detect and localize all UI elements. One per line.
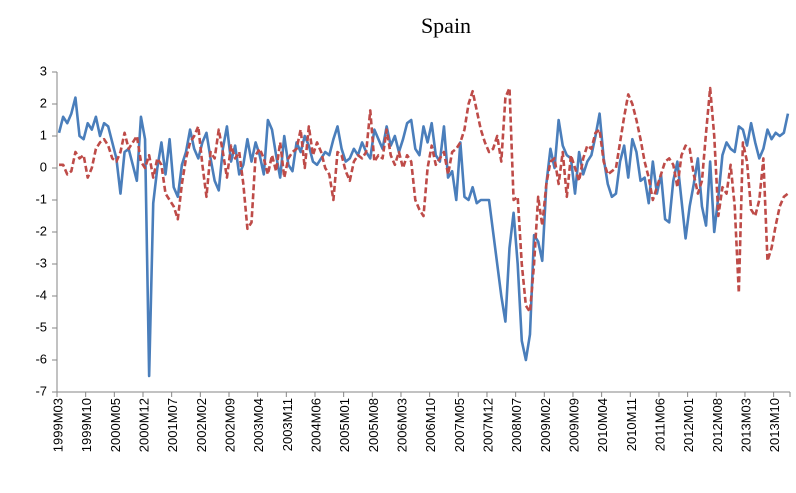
x-tick-label: 2012M08: [710, 398, 725, 452]
x-tick-label: 2010M04: [595, 398, 610, 452]
y-tick-label: 2: [40, 95, 47, 110]
x-tick-label: 2001M07: [165, 398, 180, 452]
y-tick-label: -2: [35, 223, 47, 238]
x-tick-label: 1999M10: [79, 398, 94, 452]
chart-title: Spain: [421, 13, 471, 38]
x-tick-label: 2007M05: [452, 398, 467, 452]
x-tick-label: 2005M01: [337, 398, 352, 452]
y-tick-label: -4: [35, 287, 47, 302]
y-tick-label: 3: [40, 63, 47, 78]
x-tick-label: 2013M10: [767, 398, 782, 452]
y-tick-label: -3: [35, 255, 47, 270]
x-tick-label: 2009M02: [538, 398, 553, 452]
x-tick-label: 2006M03: [394, 398, 409, 452]
x-tick-label: 2011M06: [652, 398, 667, 451]
x-tick-label: 2012M01: [681, 398, 696, 452]
x-tick-label: 2002M09: [222, 398, 237, 452]
x-tick-label: 2009M09: [566, 398, 581, 452]
series-line: [57, 96, 790, 378]
y-tick-label: 1: [40, 127, 47, 142]
y-tick-label: -7: [35, 383, 47, 398]
x-tick-label: 2000M05: [108, 398, 123, 452]
y-tick-label: -6: [35, 351, 47, 366]
x-tick-label: 2005M08: [366, 398, 381, 452]
x-tick-label: 2003M04: [251, 398, 266, 452]
x-tick-label: 2002M02: [194, 398, 209, 452]
x-tick-label: 2010M11: [624, 398, 639, 451]
x-tick-label: 2003M11: [280, 398, 295, 451]
x-tick-label: 2008M07: [509, 398, 524, 452]
x-tick-label: 2006M10: [423, 398, 438, 452]
x-tick-label: 2013M03: [738, 398, 753, 452]
x-tick-label: 2000M12: [136, 398, 151, 452]
y-tick-label: -5: [35, 319, 47, 334]
x-tick-label: 2007M12: [480, 398, 495, 452]
x-tick-label: 1999M03: [50, 398, 65, 452]
y-tick-label: 0: [40, 159, 47, 174]
x-tick-label: 2004M06: [308, 398, 323, 452]
y-tick-label: -1: [35, 191, 47, 206]
series-line: [59, 86, 789, 314]
